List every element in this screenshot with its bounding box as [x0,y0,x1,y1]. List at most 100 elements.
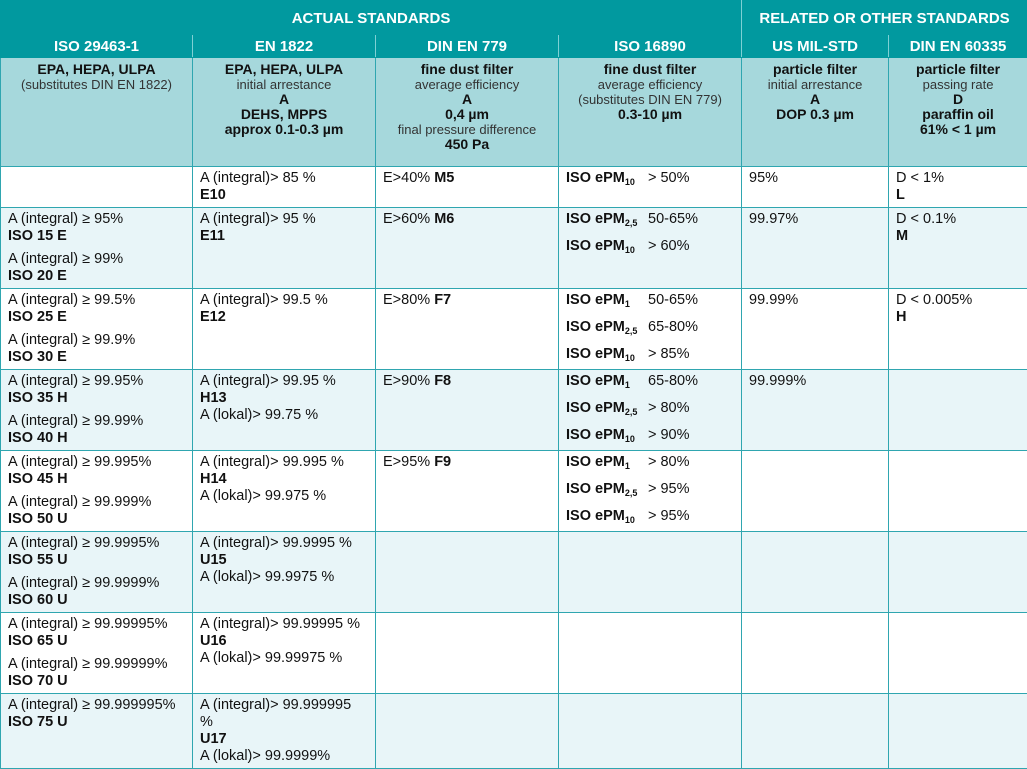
cell-us-mil-std: 99.999% [742,370,889,451]
epm-value: > 80% [648,400,690,416]
iso-29463-class: ISO 20 E [8,268,185,285]
description-row: EPA, HEPA, ULPA(substitutes DIN EN 1822)… [1,58,1027,167]
en-1822-integral: A (integral)> 99.9995 % [200,535,368,552]
description-line: D [889,92,1027,107]
iso-29463-class: ISO 75 U [8,714,185,731]
en-1822-integral: A (integral)> 99.99995 % [200,616,368,633]
description-line: paraffin oil [889,107,1027,122]
epm-label: ISO ePM2,5 [566,211,648,228]
cell-iso-29463-1: A (integral) ≥ 99.99995%ISO 65 U A (integ… [1,613,193,694]
epm-particle-size: 1 [625,299,630,309]
description-line: (substitutes DIN EN 1822) [1,77,192,92]
iso-29463-efficiency: A (integral) ≥ 99.99995% [8,616,185,633]
epm-value: 65-80% [648,319,698,335]
cell-iso-16890 [559,613,742,694]
cell-din-en-60335: D < 0.1%M [889,208,1027,289]
mil-std-value: 99.99% [749,292,881,309]
iso-29463-efficiency: A (integral) ≥ 95% [8,211,185,228]
iso-29463-efficiency: A (integral) ≥ 99.999995% [8,697,185,714]
mil-std-value: 99.999% [749,373,881,390]
cell-iso-16890: ISO ePM1> 80%ISO ePM2,5> 95%ISO ePM10> 9… [559,451,742,532]
epm-line: ISO ePM10> 50% [566,170,734,187]
en-779-efficiency: E>40% [383,170,430,186]
cell-us-mil-std: 99.97% [742,208,889,289]
en-1822-integral: A (integral)> 99.995 % [200,454,368,471]
en-779-efficiency: E>80% [383,292,430,308]
epm-prefix: ISO ePM [566,238,625,254]
en-1822-class: U17 [200,731,368,748]
cell-us-mil-std: 95% [742,167,889,208]
cell-din-en-779: E>80% F7 [376,289,559,370]
cell-us-mil-std: 99.99% [742,289,889,370]
cell-din-en-60335 [889,451,1027,532]
iso-29463-efficiency: A (integral) ≥ 99.9% [8,332,185,349]
cell-din-en-779 [376,694,559,769]
epm-prefix: ISO ePM [566,373,625,389]
iso-29463-class: ISO 65 U [8,633,185,650]
en-1822-lokal: A (lokal)> 99.9975 % [200,569,368,586]
iso-29463-class: ISO 15 E [8,228,185,245]
epm-label: ISO ePM1 [566,292,648,309]
en-1822-class: U15 [200,552,368,569]
epm-value: > 60% [648,238,690,254]
epm-value: > 50% [648,170,690,186]
epm-line: ISO ePM10> 90% [566,427,734,444]
cell-din-en-60335 [889,694,1027,769]
cell-iso-16890 [559,694,742,769]
epm-value: > 95% [648,481,690,497]
epm-label: ISO ePM10 [566,508,648,525]
iso-29463-efficiency: A (integral) ≥ 99.99999% [8,656,185,673]
epm-prefix: ISO ePM [566,346,625,362]
iso-29463-efficiency: A (integral) ≥ 99.95% [8,373,185,390]
iso-29463-efficiency: A (integral) ≥ 99% [8,251,185,268]
description-line: average efficiency [559,77,741,92]
en-60335-class: H [896,309,1020,326]
epm-value: > 95% [648,508,690,524]
epm-label: ISO ePM10 [566,427,648,444]
group-header-related-standards: RELATED OR OTHER STANDARDS [742,1,1027,36]
epm-line: ISO ePM2,5> 95% [566,481,734,498]
epm-prefix: ISO ePM [566,319,625,335]
en-1822-lokal: A (lokal)> 99.9999% [200,748,368,765]
cell-din-en-779 [376,613,559,694]
en-779-class: F7 [434,292,451,308]
en-1822-class: E12 [200,309,368,326]
description-line: fine dust filter [376,62,558,77]
epm-label: ISO ePM2,5 [566,481,648,498]
cell-din-en-60335: D < 0.005%H [889,289,1027,370]
epm-label: ISO ePM2,5 [566,319,648,336]
iso-29463-class: ISO 40 H [8,430,185,447]
epm-line: ISO ePM10> 85% [566,346,734,363]
description-line: initial arrestance [742,77,888,92]
description-line: 450 Pa [376,137,558,152]
epm-line: ISO ePM2,5> 80% [566,400,734,417]
iso-29463-class: ISO 70 U [8,673,185,690]
column-header-iso-29463-1: ISO 29463-1 [1,35,193,58]
epm-prefix: ISO ePM [566,454,625,470]
epm-line: ISO ePM1> 80% [566,454,734,471]
description-line: particle filter [742,62,888,77]
iso-29463-class: ISO 30 E [8,349,185,366]
en-1822-class: E11 [200,228,368,245]
description-line: passing rate [889,77,1027,92]
cell-us-mil-std [742,694,889,769]
cell-en-1822: A (integral)> 85 %E10 [193,167,376,208]
epm-particle-size: 10 [625,434,635,444]
cell-iso-16890: ISO ePM10> 50% [559,167,742,208]
en-779-class: M6 [434,211,454,227]
epm-particle-size: 2,5 [625,488,638,498]
iso-29463-efficiency: A (integral) ≥ 99.9999% [8,575,185,592]
epm-line: ISO ePM10> 95% [566,508,734,525]
description-line: final pressure difference [376,122,558,137]
en-1822-lokal: A (lokal)> 99.75 % [200,407,368,424]
en-1822-class: E10 [200,187,368,204]
